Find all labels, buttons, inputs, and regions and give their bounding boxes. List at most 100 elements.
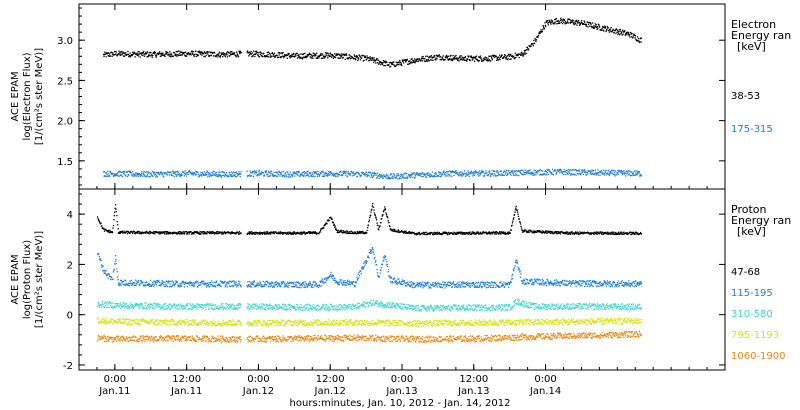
data-point (502, 232, 504, 235)
data-point (346, 171, 348, 173)
data-point (381, 218, 383, 220)
data-point (543, 26, 545, 28)
data-point (443, 231, 445, 233)
data-point (349, 174, 351, 176)
data-point (120, 279, 122, 282)
data-point (455, 54, 457, 57)
data-point (321, 53, 323, 55)
data-point (346, 279, 349, 281)
data-point (446, 56, 448, 59)
data-point (459, 55, 461, 57)
data-point (450, 172, 452, 174)
data-point (326, 277, 329, 279)
data-point (436, 56, 438, 58)
data-point (222, 171, 224, 173)
data-point (558, 168, 560, 171)
data-point (590, 25, 593, 27)
data-point (387, 219, 389, 222)
data-point (518, 268, 520, 270)
data-point (419, 175, 421, 177)
data-point (186, 282, 188, 284)
data-point (532, 45, 534, 47)
data-point (267, 53, 269, 56)
data-point (287, 233, 290, 235)
data-point (138, 232, 141, 235)
data-point (469, 173, 471, 175)
data-point (173, 175, 176, 178)
data-point (400, 284, 402, 286)
data-point (358, 277, 360, 279)
data-point (472, 282, 474, 284)
data-point (201, 171, 203, 174)
data-point (387, 177, 390, 179)
data-point (481, 281, 483, 284)
data-point (117, 172, 119, 174)
data-point (620, 33, 622, 35)
data-point (142, 172, 144, 174)
data-point (173, 285, 176, 287)
data-point (105, 228, 107, 231)
data-point (407, 177, 409, 179)
data-point (369, 252, 371, 254)
data-point (485, 170, 487, 172)
data-point (185, 231, 188, 233)
data-point (599, 171, 601, 173)
data-point (364, 232, 366, 234)
data-point (575, 19, 578, 22)
data-point (174, 54, 176, 57)
data-point (345, 284, 347, 286)
data-point (470, 55, 472, 57)
data-point (143, 173, 145, 175)
data-point (212, 232, 214, 235)
data-point (517, 169, 520, 172)
data-point (496, 284, 498, 286)
data-point (178, 54, 180, 56)
data-point (208, 55, 211, 57)
data-point (307, 232, 309, 234)
data-point (129, 280, 131, 282)
data-point (423, 232, 426, 234)
data-point (511, 55, 514, 57)
data-point (408, 232, 410, 235)
data-point (120, 53, 122, 55)
data-point (475, 232, 478, 234)
data-point (287, 286, 289, 289)
data-point (411, 232, 413, 235)
proton-y-tick-label: 0 (67, 311, 73, 322)
data-point (102, 53, 105, 56)
data-point (209, 281, 211, 284)
data-point (449, 281, 451, 283)
data-point (177, 50, 179, 52)
data-point (149, 279, 152, 281)
data-point (491, 281, 493, 283)
data-point (569, 19, 571, 21)
data-point (203, 170, 206, 173)
data-point (462, 59, 464, 61)
data-point (468, 285, 470, 287)
data-point (468, 58, 470, 61)
data-point (376, 272, 379, 274)
data-point (290, 176, 292, 178)
data-point (405, 59, 407, 61)
data-point (411, 175, 413, 177)
data-point (304, 172, 306, 175)
data-point (158, 171, 160, 173)
data-point (432, 59, 434, 61)
data-point (479, 55, 482, 57)
data-point (334, 225, 336, 227)
data-point (462, 285, 464, 288)
data-point (143, 170, 145, 173)
data-point (602, 25, 604, 28)
data-point (234, 284, 236, 287)
data-point (625, 31, 628, 34)
data-point (447, 59, 449, 61)
data-point (228, 52, 230, 54)
data-point (469, 231, 471, 233)
data-point (309, 281, 311, 283)
data-point (351, 171, 353, 173)
data-point (369, 57, 371, 59)
data-point (144, 171, 147, 173)
data-point (152, 54, 154, 57)
data-point (314, 53, 317, 55)
data-point (510, 58, 512, 60)
